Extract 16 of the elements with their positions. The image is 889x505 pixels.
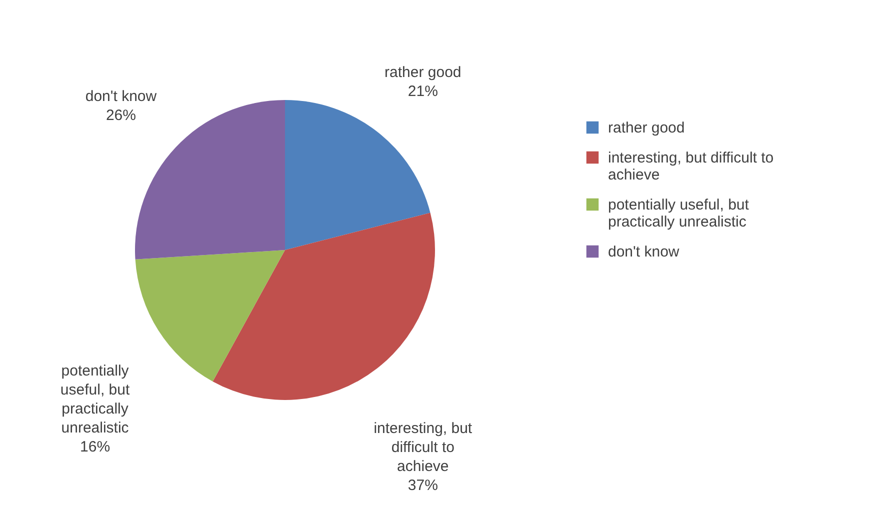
slice-label: potentially useful, but practically unrealistic [60,362,130,437]
data-label: 37% [408,476,438,494]
pie-slice [285,100,430,250]
legend-label: don't know [608,244,680,260]
legend-label: interesting, but difficult to achieve [608,150,774,184]
pie-slice [135,100,285,260]
pie-slice [212,212,435,400]
legend-label: rather good [608,120,685,136]
legend-label: potentially useful, but practically unrealistic [608,196,750,230]
slice-label: rather good [384,64,462,82]
data-label: 21% [408,83,438,100]
slice-label: interesting, but difficult to achieve [374,420,473,475]
data-label: 26% [106,106,136,124]
slice-label: don't know [85,88,157,105]
pie-slice [135,250,285,382]
data-label: 16% [80,438,110,456]
